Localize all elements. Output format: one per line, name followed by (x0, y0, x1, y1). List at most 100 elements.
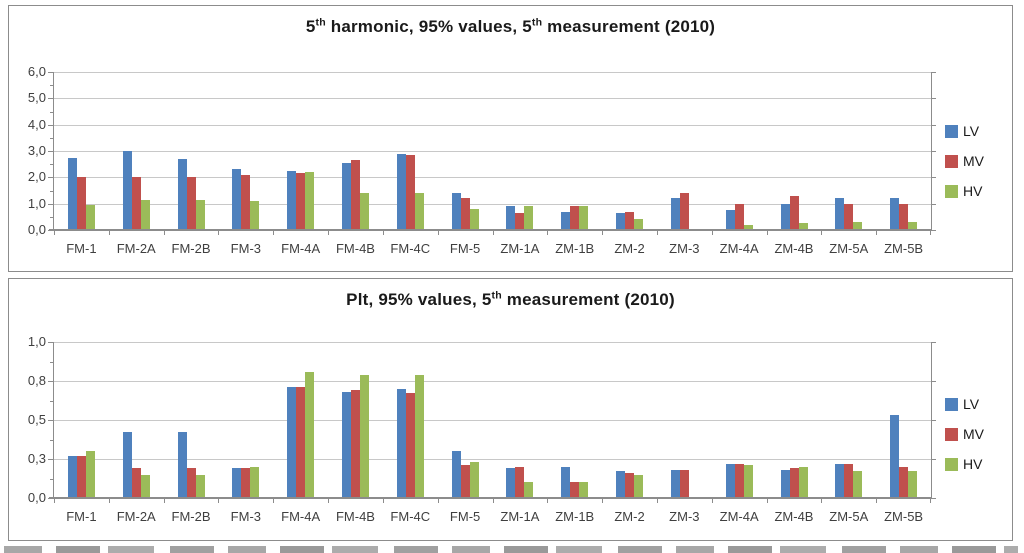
title-segment: 5 (305, 17, 316, 36)
bar-HV-FM-4C (414, 193, 424, 230)
bar-LV-FM-4C (396, 154, 406, 230)
x-axis-category-label: ZM-4B (774, 241, 814, 256)
bar-HV-FM-2A (140, 475, 150, 498)
x-axis-tick (876, 498, 877, 503)
x-axis-category-label: FM-2A (116, 509, 156, 524)
bar-MV-ZM-2 (625, 473, 634, 498)
bar-LV-FM-5 (451, 451, 461, 498)
x-axis-tick (383, 230, 384, 235)
bar-LV-ZM-4B (780, 204, 790, 230)
y-axis-tick-label: 0,0 (27, 490, 46, 505)
x-axis-category-label: FM-2B (171, 509, 211, 524)
bar-MV-ZM-4A (734, 464, 744, 498)
y-axis-tick (48, 98, 54, 99)
legend-label-MV: MV (963, 153, 984, 169)
bar-MV-FM-2A (131, 177, 141, 230)
bar-LV-FM-2A (122, 151, 132, 230)
x-axis-tick (821, 498, 822, 503)
x-axis-tick (328, 498, 329, 503)
harmonic-chart-panel: 5th harmonic, 95% values, 5th measuremen… (8, 5, 1013, 272)
bar-HV-FM-3 (250, 201, 260, 230)
gridline (54, 204, 931, 205)
bar-MV-ZM-3 (679, 470, 689, 498)
y-axis-right-tick (931, 151, 936, 152)
legend-item-HV: HV (945, 183, 984, 199)
x-axis-category-label: ZM-2 (614, 241, 645, 256)
x-axis-tick (383, 498, 384, 503)
x-axis-tick (602, 230, 603, 235)
legend-swatch-HV (945, 458, 958, 471)
bar-HV-FM-1 (85, 205, 95, 230)
bar-MV-FM-4A (296, 387, 306, 498)
bar-HV-FM-2B (195, 475, 205, 498)
bar-LV-ZM-1A (506, 206, 516, 230)
x-axis-category-label: ZM-2 (614, 509, 645, 524)
y-axis-minor-tick (50, 85, 54, 86)
x-axis-tick (109, 498, 110, 503)
bar-MV-ZM-5B (899, 467, 909, 498)
y-axis-tick (48, 381, 54, 382)
legend-label-LV: LV (963, 396, 980, 412)
bar-HV-ZM-5B (908, 471, 918, 498)
x-axis-tick (712, 498, 713, 503)
bar-MV-ZM-5A (844, 204, 854, 230)
x-axis-category-label: ZM-1A (500, 241, 540, 256)
legend-item-MV: MV (945, 426, 984, 442)
legend-item-HV: HV (945, 457, 984, 471)
bar-LV-ZM-3 (670, 470, 680, 498)
legend-label-HV: HV (963, 183, 983, 199)
legend-swatch-LV (945, 125, 958, 138)
bar-MV-FM-2B (186, 468, 196, 498)
bar-HV-FM-1 (85, 451, 95, 498)
bar-LV-ZM-1B (561, 212, 571, 230)
x-axis-tick (930, 498, 931, 503)
bar-MV-ZM-1A (515, 467, 525, 498)
gridline (54, 98, 931, 99)
bar-MV-FM-1 (76, 177, 86, 230)
x-axis-category-label: FM-4C (390, 241, 431, 256)
x-axis-category-label: ZM-4B (774, 509, 814, 524)
bar-HV-ZM-1A (524, 206, 534, 230)
legend-swatch-LV (945, 398, 958, 411)
bar-LV-ZM-4A (725, 464, 735, 498)
bar-MV-ZM-1B (570, 482, 580, 498)
bar-HV-FM-2A (140, 200, 150, 230)
bar-LV-FM-2A (122, 432, 132, 498)
legend-item-LV: LV (945, 124, 984, 138)
bar-MV-ZM-4B (789, 196, 799, 230)
bar-LV-FM-2B (177, 432, 187, 498)
x-axis-tick (767, 230, 768, 235)
y-axis-tick (48, 459, 54, 460)
y-axis-right-tick (931, 381, 936, 382)
gridline (54, 125, 931, 126)
title-segment: harmonic, 95% values, 5 (325, 17, 532, 36)
y-axis-right-tick (931, 72, 936, 73)
plt-chart-panel: Plt, 95% values, 5th measurement (2010) … (8, 278, 1013, 541)
x-axis-tick (493, 498, 494, 503)
bar-HV-FM-5 (469, 209, 479, 230)
x-axis-category-label: ZM-4A (719, 241, 759, 256)
bar-MV-FM-4A (296, 173, 306, 230)
x-axis-category-label: ZM-4A (719, 509, 759, 524)
x-axis-tick (438, 498, 439, 503)
bar-LV-FM-4A (287, 171, 297, 230)
x-axis-tick (712, 230, 713, 235)
bar-LV-FM-3 (232, 169, 242, 230)
y-axis-minor-tick (50, 164, 54, 165)
bar-MV-FM-4C (405, 155, 415, 230)
x-axis-category-label: FM-4C (390, 509, 431, 524)
plot-area: 0,0 0,3 0,5 0,8 1,0 FM-1 FM-2A FM-2B FM-3 FM-4A FM… (28, 334, 936, 524)
legend-label-MV: MV (963, 426, 984, 442)
bar-MV-ZM-3 (679, 193, 689, 230)
y-axis-tick-label: 4,0 (27, 117, 46, 132)
bar-LV-FM-4B (342, 163, 351, 230)
gridline (54, 420, 931, 421)
legend: LV MV HV (945, 124, 984, 215)
x-axis-category-label: FM-2A (116, 241, 156, 256)
title-segment: measurement (2010) (501, 290, 675, 309)
bar-MV-FM-2B (186, 177, 196, 230)
bar-LV-ZM-5A (835, 464, 845, 498)
y-axis-minor-tick (50, 191, 54, 192)
title-superscript: th (531, 16, 543, 29)
bar-HV-ZM-1B (579, 482, 589, 498)
